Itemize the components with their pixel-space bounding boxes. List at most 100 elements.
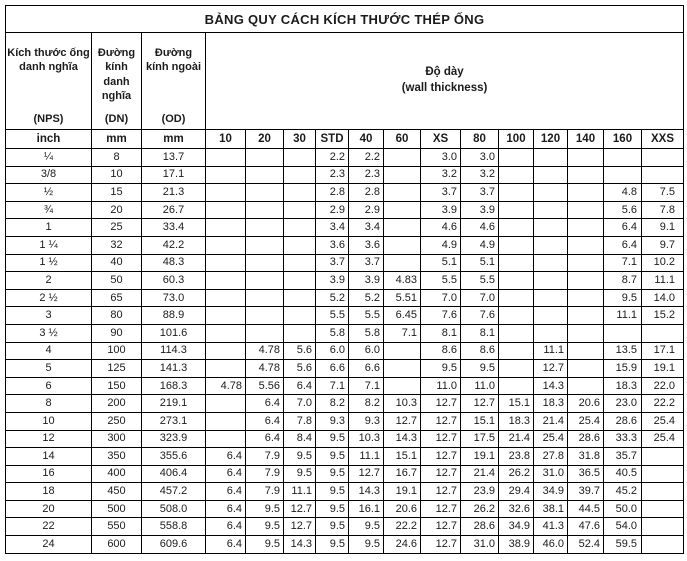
table-row: 3 80 88.9 5.5 5.5 6.45 7.6 7.6 11.1 15.2	[5, 306, 685, 325]
header-nps-content: Kích thước ống danh nghĩa (NPS)	[6, 33, 91, 129]
cell-sch40: 7.1	[348, 376, 384, 396]
cell-sch120: 12.7	[533, 359, 568, 378]
cell-sch60: 6.45	[383, 306, 421, 325]
cell-sch80: 4.6	[460, 218, 499, 237]
cell-sch120: 46.0	[533, 535, 568, 554]
cell-xxs: 10.2	[640, 253, 685, 273]
cell-sch140	[567, 235, 604, 255]
cell-xxs: 7.5	[640, 183, 685, 202]
cell-sch40: 10.3	[348, 429, 384, 449]
cell-od: 457.2	[141, 482, 206, 501]
cell-sch160: 18.3	[603, 376, 642, 396]
cell-sch60	[383, 253, 421, 273]
cell-sch120	[533, 200, 568, 220]
cell-sch30	[283, 200, 316, 220]
cell-sch120	[533, 306, 568, 325]
cell-od: 219.1	[141, 394, 206, 413]
cell-sch40: 5.8	[348, 323, 384, 343]
cell-sch80: 3.9	[460, 200, 499, 220]
cell-sch60: 14.3	[383, 429, 421, 449]
cell-sch80: 26.2	[460, 499, 499, 519]
cell-sch160: 59.5	[603, 535, 642, 554]
cell-sch100: 29.4	[498, 482, 534, 501]
cell-sch60	[383, 183, 421, 202]
cell-xxs: 22.2	[640, 394, 685, 413]
cell-sch30	[283, 323, 316, 343]
cell-sch10	[205, 288, 246, 308]
cell-sch100	[498, 306, 534, 325]
cell-sch10	[205, 359, 246, 378]
cell-sch100: 34.9	[498, 517, 534, 537]
cell-sch140: 20.6	[567, 394, 604, 413]
cell-sch100: 23.8	[498, 447, 534, 466]
cell-sch10	[205, 148, 246, 167]
table-row: 8 200 219.1 6.4 7.0 8.2 8.2 10.3 12.7 12.7 15.1 18.…	[5, 394, 685, 413]
cell-sch30: 7.8	[283, 411, 316, 431]
header-nps-code: (NPS)	[33, 112, 64, 125]
cell-sch40: 2.3	[348, 165, 384, 185]
cell-sch100: 18.3	[498, 411, 534, 431]
cell-sch140	[567, 271, 604, 290]
cell-std: 9.5	[315, 447, 349, 466]
cell-sch80: 5.1	[460, 253, 499, 273]
cell-sch100: 26.2	[498, 464, 534, 484]
cell-sch160: 13.5	[603, 341, 642, 361]
header-od: Đường kính ngoài (OD)	[141, 32, 206, 130]
cell-xxs	[640, 464, 685, 484]
pipe-spec-table: BẢNG QUY CÁCH KÍCH THƯỚC THÉP ỐNG Kích t…	[4, 5, 685, 554]
cell-dn: 100	[91, 341, 142, 361]
cell-sch40: 11.1	[348, 447, 384, 466]
cell-sch140	[567, 200, 604, 220]
cell-sch60: 4.83	[383, 271, 421, 290]
cell-sch40: 2.9	[348, 200, 384, 220]
cell-sch40: 8.2	[348, 394, 384, 413]
cell-xs: 7.0	[420, 288, 461, 308]
cell-dn: 350	[91, 447, 142, 466]
schedule-header-160: 160	[603, 129, 642, 149]
cell-dn: 50	[91, 271, 142, 290]
cell-sch10	[205, 235, 246, 255]
cell-std: 9.5	[315, 517, 349, 537]
table-row: 1 ¼ 32 42.2 3.6 3.6 4.9 4.9 6.4 9.7	[5, 235, 685, 255]
cell-sch60	[383, 148, 421, 167]
cell-sch20: 9.5	[245, 517, 284, 537]
cell-sch140: 31.8	[567, 447, 604, 466]
cell-sch60	[383, 218, 421, 237]
cell-nps: 12	[5, 429, 92, 449]
cell-sch160	[603, 148, 642, 167]
cell-nps: 1 ¼	[5, 235, 92, 255]
cell-sch80: 4.9	[460, 235, 499, 255]
cell-dn: 125	[91, 359, 142, 378]
cell-sch10	[205, 394, 246, 413]
unit-mm-dn: mm	[91, 129, 142, 149]
cell-dn: 20	[91, 200, 142, 220]
cell-sch100	[498, 200, 534, 220]
cell-xs: 3.9	[420, 200, 461, 220]
cell-sch60	[383, 200, 421, 220]
cell-sch20: 4.78	[245, 359, 284, 378]
cell-od: 609.6	[141, 535, 206, 554]
cell-sch20	[245, 165, 284, 185]
cell-od: 141.3	[141, 359, 206, 378]
cell-sch100	[498, 183, 534, 202]
cell-xs: 8.1	[420, 323, 461, 343]
cell-xs: 4.9	[420, 235, 461, 255]
cell-sch30: 7.0	[283, 394, 316, 413]
cell-xxs: 25.4	[640, 411, 685, 431]
cell-sch10	[205, 183, 246, 202]
cell-sch40: 6.6	[348, 359, 384, 378]
cell-sch30: 6.4	[283, 376, 316, 396]
cell-sch60: 5.51	[383, 288, 421, 308]
cell-xxs	[640, 148, 685, 167]
cell-xxs: 17.1	[640, 341, 685, 361]
cell-sch40: 14.3	[348, 482, 384, 501]
cell-sch40: 3.4	[348, 218, 384, 237]
cell-sch140: 39.7	[567, 482, 604, 501]
cell-sch30	[283, 306, 316, 325]
cell-od: 33.4	[141, 218, 206, 237]
cell-od: 21.3	[141, 183, 206, 202]
cell-std: 3.9	[315, 271, 349, 290]
cell-std: 6.6	[315, 359, 349, 378]
table-title: BẢNG QUY CÁCH KÍCH THƯỚC THÉP ỐNG	[4, 5, 685, 33]
table-row: 1 25 33.4 3.4 3.4 4.6 4.6 6.4 9.1	[5, 218, 685, 237]
